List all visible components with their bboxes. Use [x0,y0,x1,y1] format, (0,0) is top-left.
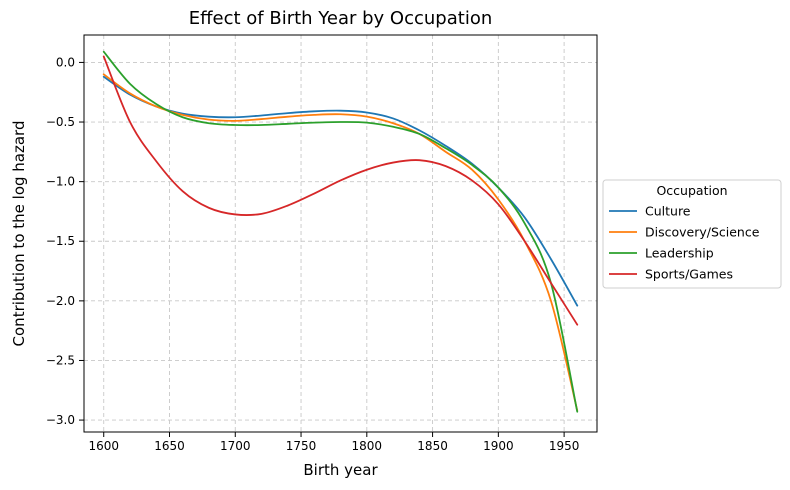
y-tick-label: −1.5 [46,234,75,248]
y-tick-label: −3.0 [46,413,75,427]
legend-box [602,179,782,289]
legend-label-leadership: Leadership [645,246,714,261]
x-tick-label: 1850 [417,439,448,453]
y-tick-label: −1.0 [46,175,75,189]
x-axis-ticks: 1600 1650 1700 1750 1800 1850 1900 1950 [88,432,579,453]
series-line-sports-games [102,55,579,326]
plot-area-frame [83,34,598,433]
y-axis-ticks: 0.0 −0.5 −1.0 −1.5 −2.0 −2.5 −3.0 [46,55,84,427]
legend-label-discovery-science: Discovery/Science [645,225,760,240]
legend-label-culture: Culture [645,204,691,219]
series-line-leadership [102,50,579,413]
y-axis-label: Contribution to the log hazard [10,121,28,347]
legend-title: Occupation [656,183,727,198]
x-tick-label: 1900 [483,439,514,453]
x-tick-label: 1700 [220,439,251,453]
y-tick-label: 0.0 [56,55,75,69]
x-tick-label: 1600 [88,439,119,453]
legend-items: Culture Discovery/Science Leadership Sports… [609,204,760,282]
series-line-culture [102,75,579,307]
y-tick-label: −2.0 [46,294,75,308]
y-tick-label: −0.5 [46,115,75,129]
legend: Occupation Culture Discovery/Science Leade… [602,179,782,289]
y-tick-label: −2.5 [46,353,75,367]
x-tick-label: 1950 [549,439,580,453]
series-lines [102,50,579,413]
x-axis-label: Birth year [303,461,378,479]
x-tick-label: 1750 [286,439,317,453]
legend-label-sports-games: Sports/Games [645,267,733,282]
grid [84,35,597,432]
series-line-discovery-science [102,73,579,412]
chart-title: Effect of Birth Year by Occupation [189,8,492,29]
x-tick-label: 1650 [154,439,185,453]
x-tick-label: 1800 [352,439,383,453]
